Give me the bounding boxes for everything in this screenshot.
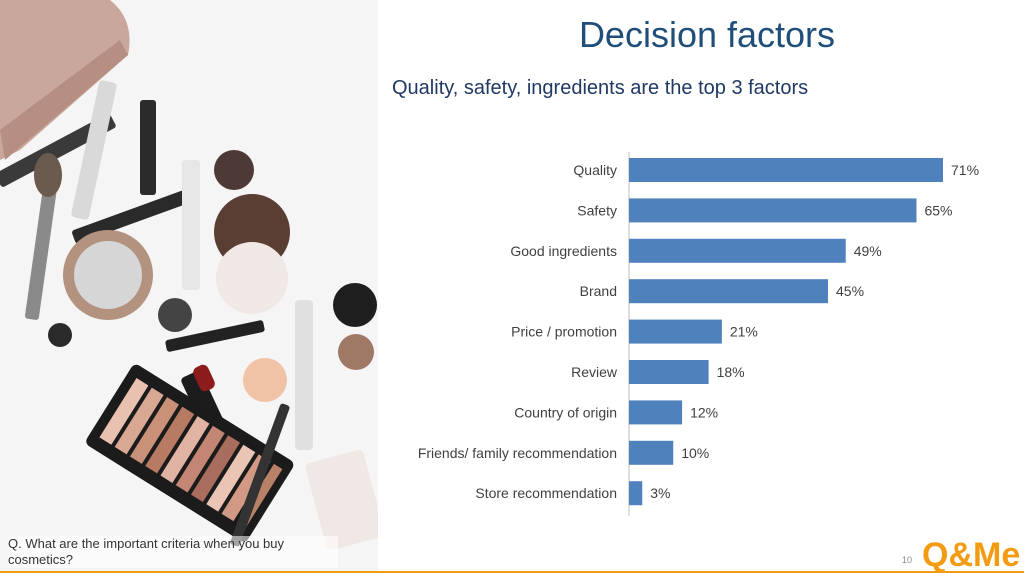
value-label: 49% (854, 243, 882, 259)
value-label: 12% (690, 404, 718, 420)
qme-logo: Q&Me (922, 536, 1020, 573)
bar (629, 238, 846, 263)
value-label: 3% (650, 485, 670, 501)
category-label: Quality (573, 162, 617, 178)
value-label: 18% (717, 364, 745, 380)
bar (629, 360, 709, 384)
bar (629, 319, 722, 344)
bar (629, 400, 683, 425)
bar-chart: Quality 71% Safety 65% Good ingredients 49% Br… (418, 152, 979, 516)
survey-question: Q. What are the important criteria when … (8, 536, 338, 568)
page-number: 10 (902, 555, 913, 565)
bar (629, 481, 643, 506)
slide-subtitle: Quality, safety, ingredients are the top… (392, 77, 809, 99)
bar (629, 158, 943, 182)
category-label: Good ingredients (510, 243, 617, 259)
category-label: Safety (577, 202, 617, 218)
category-label: Review (571, 364, 618, 380)
category-label: Price / promotion (511, 324, 617, 340)
bar (629, 198, 917, 223)
value-label: 71% (951, 162, 979, 178)
logo-text: Q&Me (922, 536, 1020, 573)
category-label: Store recommendation (475, 485, 617, 501)
category-label: Country of origin (514, 404, 617, 420)
cosmetics-photo (0, 0, 378, 573)
value-label: 21% (730, 324, 758, 340)
bar (629, 440, 674, 465)
value-label: 10% (681, 445, 709, 461)
category-label: Brand (580, 283, 617, 299)
value-label: 65% (924, 202, 952, 218)
value-label: 45% (836, 283, 864, 299)
slide-title: Decision factors (578, 14, 836, 55)
bottom-accent-line (0, 571, 1024, 573)
bar (629, 279, 829, 304)
category-label: Friends/ family recommendation (418, 445, 617, 461)
